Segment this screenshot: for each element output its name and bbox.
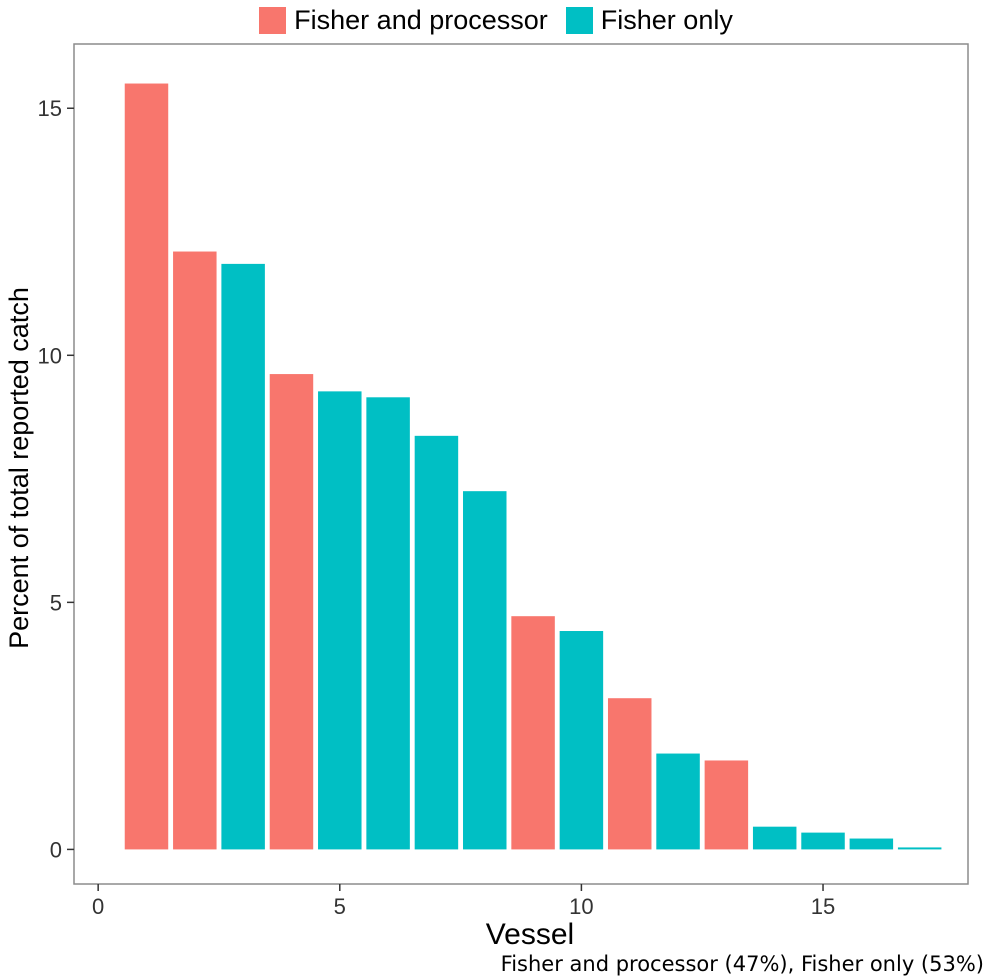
bar-vessel-17 xyxy=(897,847,942,850)
bar-vessel-8 xyxy=(463,491,507,850)
bar-vessel-10 xyxy=(559,631,604,850)
bar-vessel-14 xyxy=(752,826,797,850)
legend-item-fisher-and-processor: Fisher and processor xyxy=(259,5,548,36)
bar-vessel-12 xyxy=(656,753,700,850)
x-tick-label-10: 10 xyxy=(569,894,593,919)
bar-vessel-6 xyxy=(366,397,410,850)
y-axis: 0 5 10 15 xyxy=(38,96,74,862)
y-axis-title: Percent of total reported catch xyxy=(4,287,34,649)
y-tick-label-15: 15 xyxy=(38,96,62,121)
x-axis: 0 5 10 15 xyxy=(92,884,835,919)
bar-vessel-2 xyxy=(173,251,217,850)
x-tick-label-5: 5 xyxy=(334,894,346,919)
bar-vessel-1 xyxy=(124,83,169,850)
legend-swatch-fisher-and-processor xyxy=(259,6,287,34)
y-tick-label-10: 10 xyxy=(38,343,62,368)
legend-item-fisher-only: Fisher only xyxy=(565,4,733,36)
bar-vessel-7 xyxy=(414,435,459,850)
x-tick-label-15: 15 xyxy=(811,894,835,919)
x-tick-label-0: 0 xyxy=(92,894,104,919)
legend-swatch-fisher-only xyxy=(565,6,593,34)
bar-vessel-16 xyxy=(849,838,894,850)
bar-vessel-4 xyxy=(269,374,314,850)
bar-vessel-13 xyxy=(704,760,749,850)
bar-vessel-15 xyxy=(801,832,845,850)
y-tick-label-0: 0 xyxy=(50,837,62,862)
chart-caption: Fisher and processor (47%), Fisher only … xyxy=(500,952,984,976)
bar-vessel-5 xyxy=(318,391,362,850)
bar-vessel-9 xyxy=(511,616,555,850)
y-tick-label-5: 5 xyxy=(50,590,62,615)
bar-vessel-11 xyxy=(607,698,652,850)
legend: Fisher and processor Fisher only xyxy=(0,0,992,40)
legend-label-fisher-and-processor: Fisher and processor xyxy=(294,4,548,35)
bar-vessel-3 xyxy=(221,263,265,850)
legend-label-fisher-only: Fisher only xyxy=(600,4,733,35)
bars-group xyxy=(124,83,942,850)
x-axis-title: Vessel xyxy=(486,918,574,951)
